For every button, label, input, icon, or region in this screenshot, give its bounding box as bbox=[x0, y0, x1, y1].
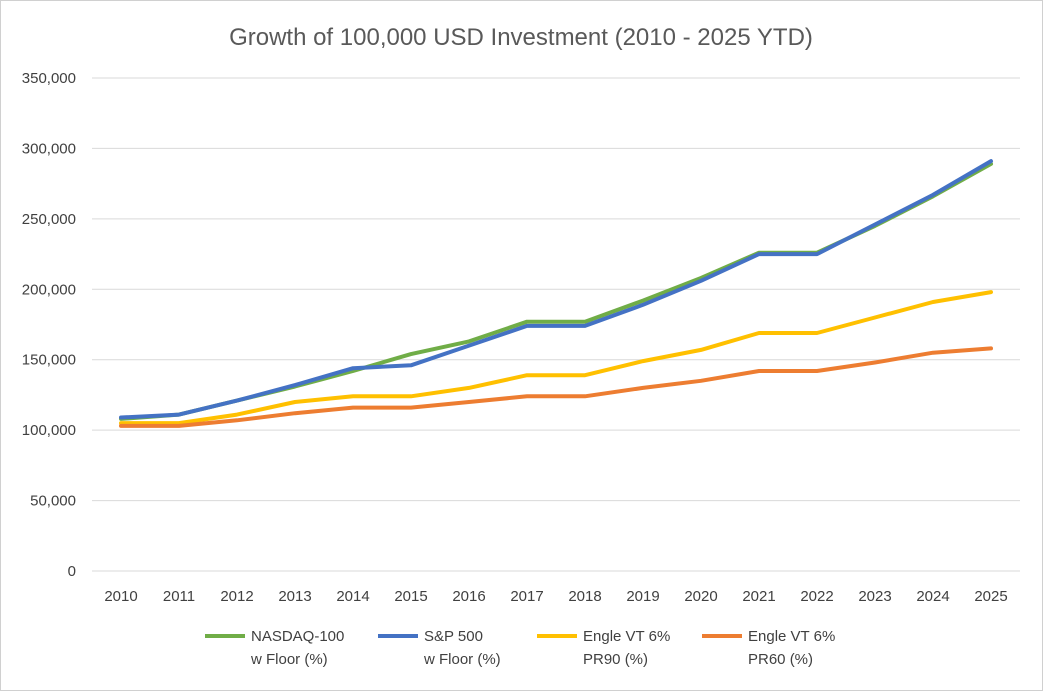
x-tick-label: 2016 bbox=[452, 588, 485, 605]
legend-label-sub: w Floor (%) bbox=[423, 651, 501, 668]
legend: NASDAQ-100 w Floor (%) S&P 500 w Floor (%) E… bbox=[205, 628, 835, 668]
legend-label: S&P 500 bbox=[424, 628, 483, 645]
x-tick-label: 2023 bbox=[858, 588, 891, 605]
y-tick-label: 100,000 bbox=[22, 422, 76, 439]
chart-title: Growth of 100,000 USD Investment (2010 -… bbox=[229, 24, 813, 51]
legend-label-sub: PR90 (%) bbox=[583, 651, 648, 668]
x-tick-label: 2013 bbox=[278, 588, 311, 605]
legend-item-0: NASDAQ-100 w Floor (%) bbox=[205, 628, 344, 668]
x-tick-label: 2022 bbox=[800, 588, 833, 605]
x-tick-label: 2011 bbox=[163, 588, 195, 605]
y-tick-label: 50,000 bbox=[30, 493, 76, 510]
legend-label: Engle VT 6% bbox=[748, 628, 835, 645]
series-lines bbox=[119, 159, 993, 428]
y-axis-ticks: 0 50,000 100,000 150,000 200,000 250,000 300,0… bbox=[22, 70, 76, 580]
y-tick-label: 150,000 bbox=[22, 352, 76, 369]
series-line-2 bbox=[119, 290, 993, 426]
x-tick-label: 2024 bbox=[916, 588, 949, 605]
y-tick-label: 350,000 bbox=[22, 70, 76, 87]
x-tick-label: 2020 bbox=[684, 588, 717, 605]
legend-label-sub: PR60 (%) bbox=[748, 651, 813, 668]
series-line-0 bbox=[119, 161, 993, 421]
y-tick-label: 0 bbox=[68, 563, 76, 580]
x-axis-ticks: 2010 2011 2012 2013 2014 2015 2016 2017 2018 2019… bbox=[104, 588, 1007, 605]
x-tick-label: 2025 bbox=[974, 588, 1007, 605]
legend-label: Engle VT 6% bbox=[583, 628, 670, 645]
series-line-1 bbox=[119, 159, 993, 420]
gridlines bbox=[92, 77, 1020, 572]
x-tick-label: 2010 bbox=[104, 588, 137, 605]
y-tick-label: 200,000 bbox=[22, 281, 76, 298]
x-tick-label: 2017 bbox=[510, 588, 543, 605]
x-tick-label: 2015 bbox=[394, 588, 427, 605]
series-line-3 bbox=[119, 346, 993, 428]
y-tick-label: 250,000 bbox=[22, 211, 76, 228]
x-tick-label: 2012 bbox=[220, 588, 253, 605]
legend-label-sub: w Floor (%) bbox=[250, 651, 328, 668]
legend-item-1: S&P 500 w Floor (%) bbox=[378, 628, 501, 668]
y-tick-label: 300,000 bbox=[22, 140, 76, 157]
x-tick-label: 2019 bbox=[626, 588, 659, 605]
legend-label: NASDAQ-100 bbox=[251, 628, 344, 645]
x-tick-label: 2014 bbox=[336, 588, 369, 605]
legend-item-3: Engle VT 6% PR60 (%) bbox=[702, 628, 835, 668]
legend-item-2: Engle VT 6% PR90 (%) bbox=[537, 628, 670, 668]
x-tick-label: 2021 bbox=[742, 588, 775, 605]
x-tick-label: 2018 bbox=[568, 588, 601, 605]
